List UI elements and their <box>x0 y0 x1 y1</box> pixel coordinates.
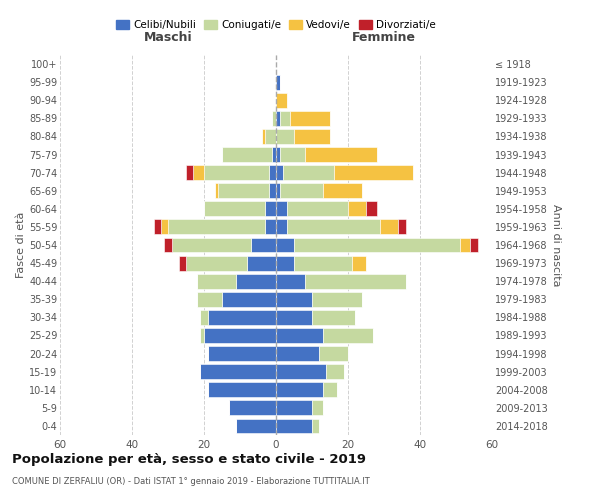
Bar <box>161 220 168 234</box>
Bar <box>287 202 348 216</box>
Bar <box>280 147 305 162</box>
Bar <box>276 202 287 216</box>
Bar <box>283 165 334 180</box>
Bar <box>265 220 276 234</box>
Bar <box>294 256 352 270</box>
Bar <box>470 238 478 252</box>
Bar <box>276 111 280 126</box>
Bar <box>276 238 294 252</box>
Bar <box>269 184 276 198</box>
Bar <box>172 238 251 252</box>
Bar <box>193 165 204 180</box>
Bar <box>247 256 276 270</box>
Bar <box>276 400 312 415</box>
Bar <box>287 220 380 234</box>
Bar <box>218 184 269 198</box>
Bar <box>276 93 287 108</box>
Bar <box>305 147 377 162</box>
Bar <box>312 292 362 306</box>
Bar <box>204 165 269 180</box>
Text: COMUNE DI ZERFALIU (OR) - Dati ISTAT 1° gennaio 2019 - Elaborazione TUTTITALIA.I: COMUNE DI ZERFALIU (OR) - Dati ISTAT 1° … <box>12 478 370 486</box>
Bar <box>294 129 330 144</box>
Bar <box>154 220 161 234</box>
Bar <box>272 111 276 126</box>
Bar <box>222 147 272 162</box>
Bar <box>204 328 276 343</box>
Bar <box>272 147 276 162</box>
Bar <box>276 74 280 90</box>
Bar <box>236 418 276 434</box>
Bar <box>323 382 337 397</box>
Bar <box>200 328 204 343</box>
Bar <box>326 364 344 379</box>
Bar <box>251 238 276 252</box>
Bar <box>208 310 276 325</box>
Bar <box>348 202 366 216</box>
Bar <box>334 165 413 180</box>
Bar <box>280 184 323 198</box>
Bar <box>290 111 330 126</box>
Bar <box>179 256 186 270</box>
Bar <box>276 418 312 434</box>
Bar <box>323 328 373 343</box>
Bar <box>200 364 276 379</box>
Bar <box>276 292 312 306</box>
Bar <box>262 129 265 144</box>
Bar <box>276 310 312 325</box>
Text: Femmine: Femmine <box>352 31 416 44</box>
Bar <box>312 310 355 325</box>
Bar <box>380 220 398 234</box>
Bar <box>197 292 222 306</box>
Bar <box>229 400 276 415</box>
Bar <box>276 328 323 343</box>
Bar <box>265 129 276 144</box>
Bar <box>204 202 265 216</box>
Bar <box>276 129 294 144</box>
Bar <box>276 184 280 198</box>
Bar <box>398 220 406 234</box>
Bar <box>276 147 280 162</box>
Bar <box>276 382 323 397</box>
Bar <box>323 184 362 198</box>
Bar <box>186 165 193 180</box>
Y-axis label: Fasce di età: Fasce di età <box>16 212 26 278</box>
Text: Maschi: Maschi <box>143 31 193 44</box>
Bar <box>215 184 218 198</box>
Bar <box>276 346 319 361</box>
Bar <box>269 165 276 180</box>
Bar <box>312 400 323 415</box>
Bar <box>208 346 276 361</box>
Bar <box>366 202 377 216</box>
Bar <box>280 111 290 126</box>
Bar <box>222 292 276 306</box>
Text: Popolazione per età, sesso e stato civile - 2019: Popolazione per età, sesso e stato civil… <box>12 452 366 466</box>
Y-axis label: Anni di nascita: Anni di nascita <box>551 204 562 286</box>
Bar <box>276 165 283 180</box>
Bar <box>460 238 470 252</box>
Bar <box>305 274 406 288</box>
Bar <box>186 256 247 270</box>
Bar <box>265 202 276 216</box>
Bar <box>164 238 172 252</box>
Bar <box>294 238 460 252</box>
Bar <box>276 274 305 288</box>
Bar <box>319 346 348 361</box>
Bar <box>197 274 236 288</box>
Bar <box>312 418 319 434</box>
Legend: Celibi/Nubili, Coniugati/e, Vedovi/e, Divorziati/e: Celibi/Nubili, Coniugati/e, Vedovi/e, Di… <box>113 16 439 33</box>
Bar <box>352 256 366 270</box>
Bar <box>276 220 287 234</box>
Bar <box>168 220 265 234</box>
Bar <box>208 382 276 397</box>
Bar <box>236 274 276 288</box>
Bar <box>276 256 294 270</box>
Bar <box>276 364 326 379</box>
Bar <box>200 310 208 325</box>
